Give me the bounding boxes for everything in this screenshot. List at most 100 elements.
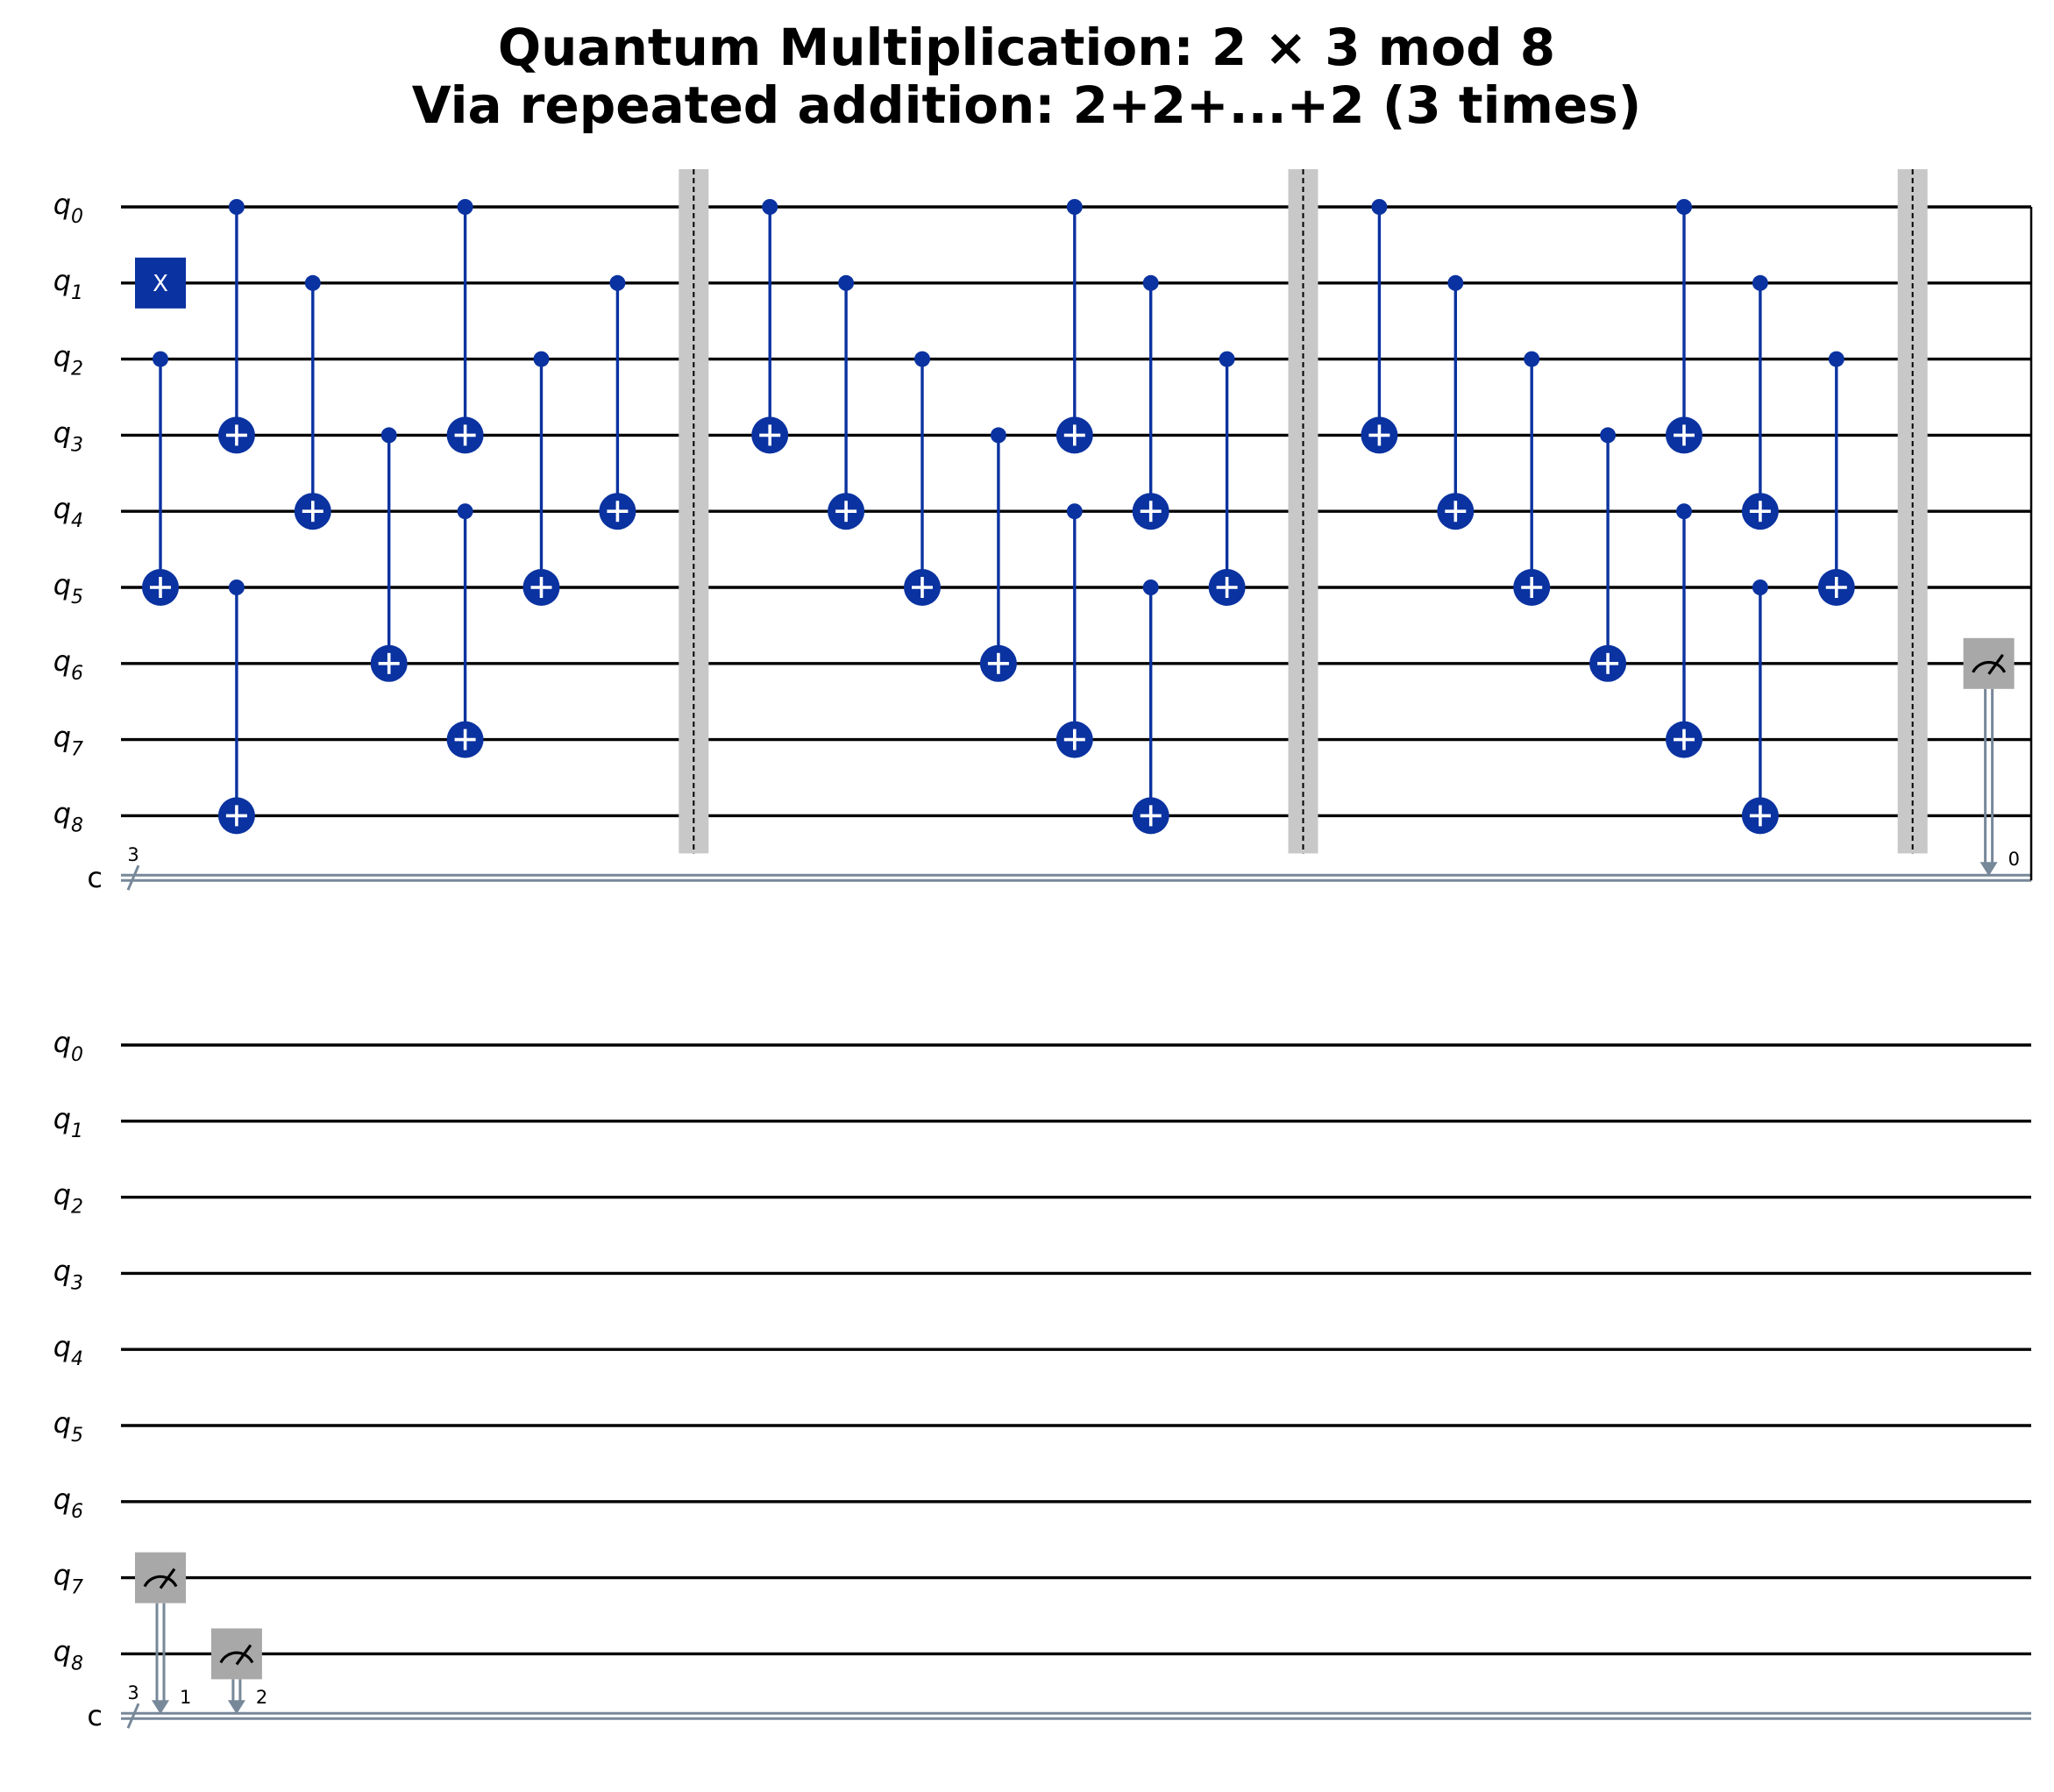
control-dot xyxy=(1142,580,1159,595)
classical-bit-index: 1 xyxy=(180,1687,191,1708)
measure-gate: 2 xyxy=(210,1628,267,1715)
qubit-label-q8: q8 xyxy=(53,796,83,836)
register-size-label: 3 xyxy=(127,1682,139,1703)
meter-icon xyxy=(219,1651,254,1664)
cnot-gate xyxy=(1666,199,1702,454)
cnot-gate xyxy=(904,351,941,606)
register-size-label: 3 xyxy=(127,844,139,865)
qubit-label-q8: q8 xyxy=(53,1634,83,1675)
control-dot xyxy=(228,580,245,595)
control-dot xyxy=(838,274,855,291)
qubit-label-q6: q6 xyxy=(53,644,83,685)
qubit-label-q3: q3 xyxy=(53,1254,83,1294)
control-dot xyxy=(762,199,778,215)
control-dot xyxy=(914,351,930,367)
cnot-gate xyxy=(217,199,255,454)
qubit-label-q5: q5 xyxy=(53,568,83,608)
circuit-panels: q0q1q2q3q4q5q6q7q8c3X0q0q1q2q3q4q5q6q7q8… xyxy=(53,169,2033,1732)
cnot-gate xyxy=(1513,351,1551,606)
cnot-gate xyxy=(522,351,560,606)
control-dot xyxy=(228,199,245,215)
x-gate-label: X xyxy=(153,271,168,297)
qubit-label-q5: q5 xyxy=(53,1406,83,1447)
cnot-gate xyxy=(828,274,865,530)
cnot-gate xyxy=(370,427,408,682)
cnot-gate xyxy=(446,199,484,454)
qubit-label-q4: q4 xyxy=(53,1330,83,1370)
diagram-title-line-1: Quantum Multiplication: 2 × 3 mod 8 xyxy=(498,18,1555,77)
cnot-gate xyxy=(1132,274,1169,530)
cnot-gate xyxy=(1817,351,1855,606)
qubit-label-q2: q2 xyxy=(53,340,83,380)
register-bundle-slash xyxy=(126,1703,140,1729)
measure-arrow xyxy=(227,1700,245,1715)
cnot-gate xyxy=(1666,503,1702,758)
cnot-gate xyxy=(1055,503,1093,758)
control-dot xyxy=(1752,274,1768,291)
control-dot xyxy=(1676,503,1692,520)
cnot-gate xyxy=(1132,580,1169,835)
classical-bit-index: 2 xyxy=(256,1687,267,1708)
control-dot xyxy=(1371,199,1388,215)
measure-arrow xyxy=(152,1700,169,1715)
control-dot xyxy=(609,274,626,291)
circuit-panel-2: q0 q1 q2 q3 q4 q5 q6 q7 q8c 3 1 2 xyxy=(53,1026,2031,1732)
meter-icon xyxy=(143,1575,178,1588)
measure-arrow xyxy=(1979,862,1998,877)
cnot-gate xyxy=(1055,199,1093,454)
qubit-label-q7: q7 xyxy=(53,721,83,761)
control-dot xyxy=(153,351,168,367)
control-dot xyxy=(1600,427,1617,444)
cnot-gate xyxy=(1589,427,1627,682)
cnot-gate xyxy=(1741,274,1779,530)
cnot-gate xyxy=(1437,274,1475,530)
cnot-gate xyxy=(142,351,179,606)
control-dot xyxy=(1524,351,1540,367)
control-dot xyxy=(457,503,473,520)
qubit-label-q0: q0 xyxy=(53,1026,83,1066)
control-dot xyxy=(457,199,473,215)
barrier xyxy=(679,169,709,854)
qubit-label-q2: q2 xyxy=(53,1178,83,1219)
classical-bit-index: 0 xyxy=(2008,849,2020,870)
control-dot xyxy=(1066,503,1083,520)
cnot-gate xyxy=(599,274,636,530)
control-dot xyxy=(304,274,321,291)
control-dot xyxy=(1828,351,1844,367)
control-dot xyxy=(1066,199,1083,215)
register-bundle-slash xyxy=(126,864,140,891)
barrier xyxy=(1897,169,1928,854)
qubit-label-q0: q0 xyxy=(53,188,83,228)
qubit-label-q7: q7 xyxy=(53,1559,83,1599)
cnot-gate xyxy=(446,503,484,758)
measure-gate: 1 xyxy=(135,1552,191,1715)
control-dot xyxy=(380,427,397,444)
x-gate: X xyxy=(135,257,186,309)
circuit-panel-1: q0 q1 q2 q3 q4 q5 q6 q7 q8c 3 X 0 xyxy=(53,169,2033,894)
classical-register-label: c xyxy=(87,1699,103,1732)
barrier xyxy=(1288,169,1318,854)
qubit-label-q6: q6 xyxy=(53,1483,83,1523)
cnot-gate xyxy=(1741,580,1779,835)
control-dot xyxy=(1447,274,1464,291)
cnot-gate xyxy=(751,199,789,454)
qubit-label-q1: q1 xyxy=(53,1102,83,1142)
control-dot xyxy=(1219,351,1235,367)
diagram-title-line-2: Via repeated addition: 2+2+...+2 (3 time… xyxy=(412,75,1642,135)
qubit-label-q4: q4 xyxy=(53,492,83,532)
meter-icon xyxy=(1972,660,2007,673)
control-dot xyxy=(1752,580,1768,595)
classical-register-label: c xyxy=(87,861,103,894)
cnot-gate xyxy=(294,274,331,530)
cnot-gate xyxy=(1208,351,1246,606)
control-dot xyxy=(1676,199,1692,215)
qubit-label-q1: q1 xyxy=(53,264,83,304)
control-dot xyxy=(990,427,1006,444)
qubit-label-q3: q3 xyxy=(53,416,83,456)
cnot-gate xyxy=(1361,199,1398,454)
cnot-gate xyxy=(979,427,1017,682)
control-dot xyxy=(1142,274,1159,291)
control-dot xyxy=(533,351,550,367)
measure-gate: 0 xyxy=(1963,637,2020,877)
